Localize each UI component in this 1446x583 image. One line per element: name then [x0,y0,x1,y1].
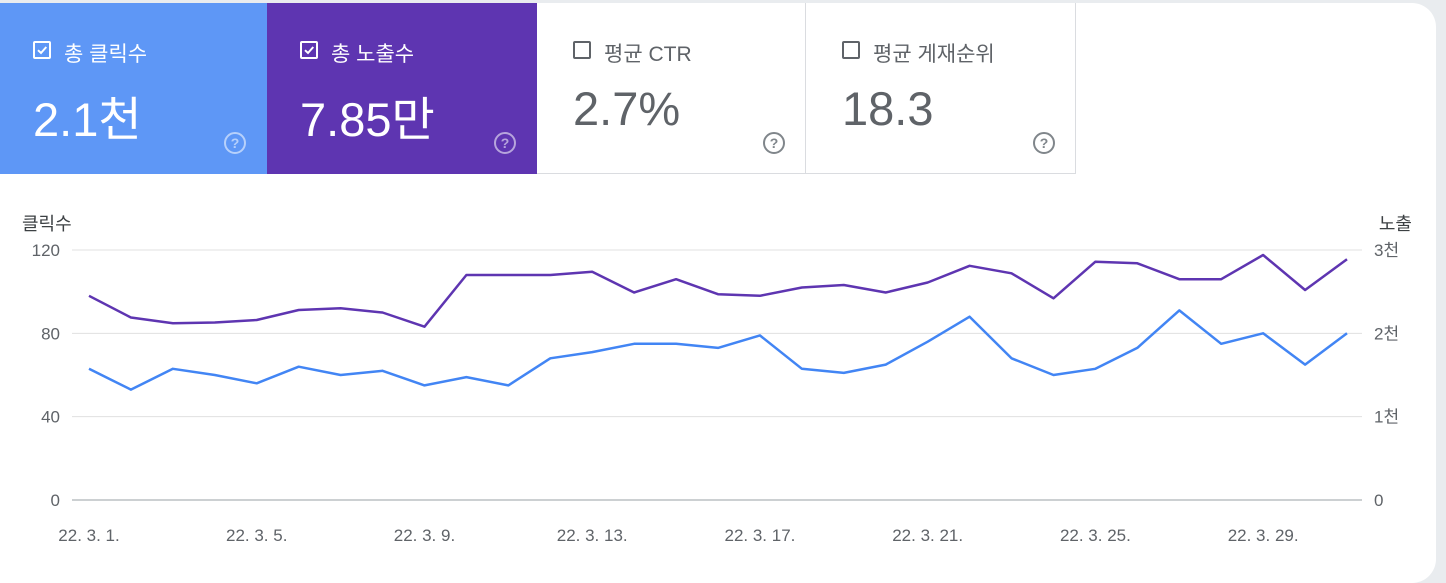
metric-card-label: 총 노출수 [331,43,415,66]
x-tick-label: 22. 3. 25. [1060,526,1131,545]
metric-card-impressions[interactable]: 총 노출수 7.85만 ? [267,3,537,174]
metric-cards: 총 클릭수 2.1천 ? 총 노출수 7.85만 ? 평균 CTR 2.7% ?… [0,3,1076,174]
impressions-series-line [88,253,1348,328]
metric-card-value: 18.3 [842,82,934,135]
metric-card-value: 2.1천 [33,93,142,146]
metric-card-clicks[interactable]: 총 클릭수 2.1천 ? [0,3,267,174]
metric-card-value: 2.7% [573,82,681,135]
x-tick-label: 22. 3. 21. [892,526,963,545]
x-tick-label: 22. 3. 1. [58,526,119,545]
help-icon[interactable]: ? [494,132,516,154]
metric-card-position[interactable]: 평균 게재순위 18.3 ? [806,3,1076,174]
metric-card-label: 총 클릭수 [64,43,148,66]
y-left-tick-label: 80 [41,324,60,343]
checkbox-checked-icon[interactable] [300,41,318,59]
y-left-tick-label: 120 [32,241,60,260]
y-left-tick-label: 40 [41,408,60,427]
performance-line-chart: 클릭수 노출 0 40 80 120 0 1천 2천 3천 22. 3. 1. 22. 3. 5… [22,214,1412,545]
y-right-axis-title: 노출 [1379,214,1412,234]
metric-card-ctr[interactable]: 평균 CTR 2.7% ? [537,3,806,174]
performance-panel: 총 클릭수 2.1천 ? 총 노출수 7.85만 ? 평균 CTR 2.7% ?… [0,3,1436,583]
help-icon[interactable]: ? [1033,132,1055,154]
help-icon[interactable]: ? [763,132,785,154]
x-tick-label: 22. 3. 5. [226,526,287,545]
y-right-tick-label: 1천 [1374,408,1399,427]
x-tick-label: 22. 3. 9. [394,526,455,545]
x-tick-label: 22. 3. 13. [557,526,628,545]
y-left-tick-label: 0 [51,491,60,510]
y-right-tick-label: 0 [1374,491,1383,510]
clicks-series-line [88,309,1348,391]
y-left-axis-title: 클릭수 [22,214,72,234]
help-icon[interactable]: ? [224,132,246,154]
x-tick-label: 22. 3. 29. [1228,526,1299,545]
x-tick-label: 22. 3. 17. [724,526,795,545]
checkbox-unchecked-icon[interactable] [842,41,860,59]
checkbox-checked-icon[interactable] [33,41,51,59]
y-right-tick-label: 2천 [1374,324,1399,343]
metric-card-label: 평균 CTR [604,43,692,66]
y-right-tick-label: 3천 [1374,241,1399,260]
metric-card-value: 7.85만 [300,93,435,146]
metric-card-label: 평균 게재순위 [873,43,995,66]
checkbox-unchecked-icon[interactable] [573,41,591,59]
